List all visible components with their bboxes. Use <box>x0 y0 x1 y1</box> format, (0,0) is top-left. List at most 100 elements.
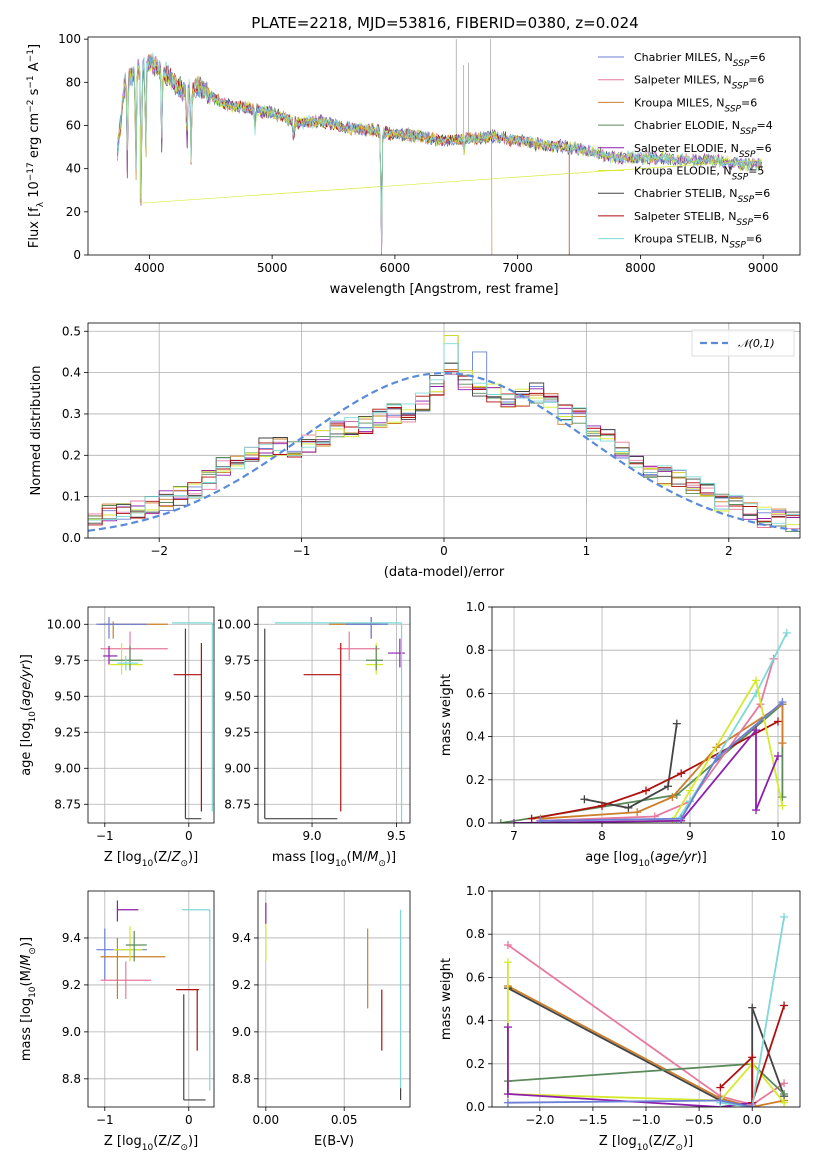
legend-label: Salpeter ELODIE, NSSP=6 <box>634 142 772 160</box>
x-tick-label: 0.05 <box>331 1113 358 1127</box>
error-cross-kroupa-stelib <box>117 655 139 671</box>
x-tick-label: 9000 <box>748 261 779 275</box>
x-tick-label: −0.5 <box>685 1113 714 1127</box>
legend-label: Kroupa ELODIE, NSSP=5 <box>634 165 764 183</box>
series-kroupa-elodie <box>536 676 787 823</box>
y-tick-label: 8.8 <box>62 1072 81 1086</box>
y-tick-label: 0.4 <box>466 730 485 744</box>
x-tick-label: 0 <box>185 1113 193 1127</box>
error-cross-kroupa-miles <box>328 617 380 639</box>
legend: 𝒩(0,1) <box>691 329 795 357</box>
y-axis-label: mass weight <box>439 674 454 756</box>
y-tick-label: 60 <box>66 118 81 132</box>
x-axis-label: (data-model)/error <box>384 565 505 580</box>
y-tick-label: 0.5 <box>62 324 81 338</box>
series-line <box>719 1005 785 1103</box>
error-cross-chabrier-miles <box>96 617 147 639</box>
panels-container: 4000 5000 6000 7000 8000 9000020406080100wave… <box>19 32 801 1153</box>
series-line <box>540 701 783 822</box>
error-cross-salpeter-stelib <box>173 643 202 812</box>
y-tick-label: 0.1 <box>62 490 81 504</box>
axes-frame <box>491 606 801 824</box>
x-tick-label: 8 <box>598 829 606 843</box>
legend-label: Kroupa STELIB, NSSP=6 <box>634 233 762 251</box>
series-chabrier-miles <box>536 698 787 823</box>
y-tick-label: 100 <box>58 32 81 46</box>
y-tick-label: 9.50 <box>54 689 81 703</box>
y-tick-label: 0.2 <box>466 1057 485 1071</box>
x-tick-label: −1 <box>96 1113 114 1127</box>
series-line <box>540 702 784 820</box>
spectrum-line-kroupa-stelib <box>117 52 762 255</box>
error-cross-kroupa-stelib <box>274 622 403 823</box>
x-tick-label: 7000 <box>502 261 533 275</box>
y-tick-label: 1.0 <box>466 600 485 614</box>
x-tick-label: 10 <box>770 829 785 843</box>
axes-frame <box>87 322 801 539</box>
y-tick-label: 1.0 <box>466 884 485 898</box>
x-tick-label: 2 <box>725 544 733 558</box>
x-axis-label: Z [log10(Z/Z⊙)] <box>104 1134 198 1153</box>
series-salpeter-stelib <box>527 717 782 823</box>
error-cross-kroupa-elodie <box>113 926 143 962</box>
figure-title: PLATE=2218, MJD=53816, FIBERID=0380, z=0… <box>251 14 638 32</box>
x-tick-label: 7 <box>510 829 518 843</box>
y-tick-label: 9.4 <box>232 931 251 945</box>
error-cross-salpeter-elodie <box>103 645 118 665</box>
error-cross-salpeter-miles <box>100 961 151 999</box>
y-tick-label: 0 <box>73 248 81 262</box>
y-tick-label: 8.75 <box>54 797 81 811</box>
legend-label: Salpeter STELIB, NSSP=6 <box>634 210 769 228</box>
x-tick-label: 9.5 <box>387 829 406 843</box>
series-chabrier-stelib <box>580 719 681 812</box>
axes-frame <box>87 890 215 1108</box>
y-tick-label: 0.2 <box>466 773 485 787</box>
error-cross-chabrier-elodie <box>125 930 147 962</box>
y-tick-label: 9.00 <box>54 761 81 775</box>
plot-area <box>265 902 402 1100</box>
x-tick-label: 6000 <box>380 261 411 275</box>
x-tick-label: 8000 <box>625 261 656 275</box>
error-cross-kroupa-stelib <box>172 622 213 812</box>
x-axis-label: wavelength [Angstrom, rest frame] <box>330 282 559 297</box>
y-tick-label: 9.0 <box>62 1025 81 1039</box>
x-tick-label: 0.0 <box>743 1113 762 1127</box>
x-tick-label: 9.0 <box>302 829 321 843</box>
x-axis-label: age [log10(age/yr)] <box>585 850 707 869</box>
y-tick-label: 9.2 <box>232 978 251 992</box>
y-tick-label: 9.75 <box>224 653 251 667</box>
plot-area <box>496 628 791 823</box>
y-tick-label: 0.8 <box>466 643 485 657</box>
y-tick-label: 9.00 <box>224 761 251 775</box>
x-tick-label: −2 <box>150 544 168 558</box>
error-cross-chabrier-elodie <box>366 645 383 671</box>
error-cross-chabrier-miles <box>96 928 147 981</box>
y-axis-label: Flux [fλ 10−17 erg cm−2 s−1 A−1] <box>26 44 46 248</box>
y-tick-label: 0.0 <box>466 1100 485 1114</box>
legend-label: Chabrier ELODIE, NSSP=4 <box>634 119 773 137</box>
histogram-kroupa-stelib <box>88 343 800 524</box>
y-tick-label: 0.0 <box>62 531 81 545</box>
y-tick-label: 40 <box>66 162 81 176</box>
panel-5: 7 8 9 10 0.0 0.2 0.4 0.6 0.8 1.0 age [log10(age/yr… <box>439 600 801 869</box>
panel-2: −2 −1 0 1 2 0.0 0.1 0.2 0.3 0.4 0.5 (data-model)/er… <box>29 322 801 580</box>
histogram-salpeter-stelib <box>88 370 800 526</box>
x-tick-label: 1 <box>583 544 591 558</box>
axes-frame <box>257 606 411 824</box>
plot-area <box>96 617 213 820</box>
x-tick-label: −2.0 <box>525 1113 554 1127</box>
x-axis-label: mass [log10(M/M⊙)] <box>272 850 396 869</box>
y-tick-label: 0.2 <box>62 448 81 462</box>
legend-label: Kroupa MILES, NSSP=6 <box>634 96 757 114</box>
plot-area <box>117 39 763 255</box>
error-cross-salpeter-elodie <box>116 900 139 922</box>
legend: Chabrier MILES, NSSP=6 Salpeter MILES, NS… <box>598 51 773 251</box>
error-cross-salpeter-stelib <box>303 643 342 812</box>
y-tick-label: 0.3 <box>62 407 81 421</box>
error-cross-chabrier-stelib <box>183 994 206 1101</box>
plot-area <box>264 617 405 823</box>
series-line <box>720 916 785 1107</box>
y-tick-label: 10.00 <box>217 617 251 631</box>
x-tick-label: 0 <box>440 544 448 558</box>
series-chabrier-miles <box>503 1096 757 1107</box>
